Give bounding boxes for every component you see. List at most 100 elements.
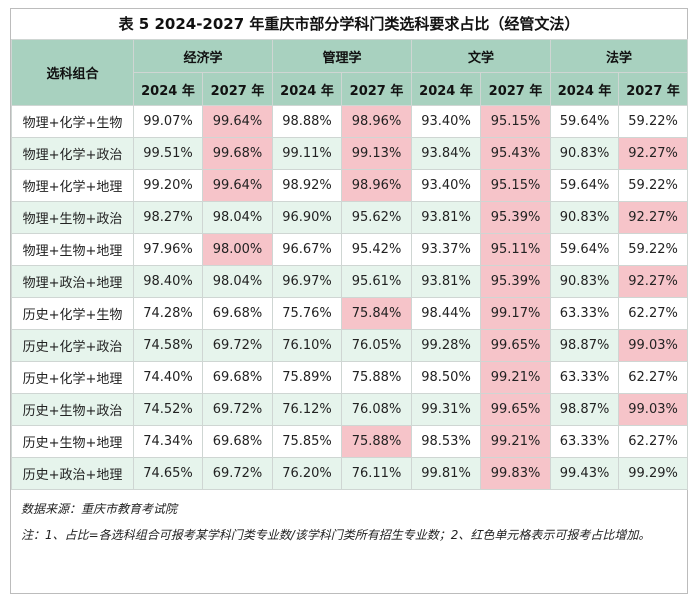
year-header: 2024 年 [550, 72, 620, 106]
value-cell-increased: 98.96% [341, 169, 413, 202]
value-cell: 90.83% [550, 265, 620, 298]
value-cell: 69.68% [201, 425, 274, 458]
value-cell: 99.07% [133, 105, 203, 138]
value-cell: 76.10% [272, 329, 343, 362]
year-header: 2027 年 [480, 72, 552, 106]
combo-cell: 物理+化学+政治 [11, 137, 134, 170]
value-cell: 62.27% [618, 425, 689, 458]
value-cell-increased: 99.65% [480, 329, 552, 362]
value-cell: 62.27% [618, 361, 689, 394]
table-row: 历史+化学+生物 74.28% 69.68% 75.76% 75.84% 98.44% 99… [11, 297, 689, 330]
value-cell: 93.40% [411, 105, 482, 138]
value-cell-increased: 99.65% [480, 393, 552, 426]
value-cell: 98.92% [272, 169, 343, 202]
value-cell-increased: 95.11% [480, 233, 552, 266]
value-cell: 98.44% [411, 297, 482, 330]
table-row: 历史+政治+地理 74.65% 69.72% 76.20% 76.11% 99.81% 99… [11, 457, 689, 490]
footnote: 注：1、占比=各选科组合可报考某学科门类专业数/该学科门类所有招生专业数；2、红… [21, 528, 651, 542]
table-row: 物理+政治+地理 98.40% 98.04% 96.97% 95.61% 93.81% 95… [11, 265, 689, 298]
value-cell: 99.11% [272, 137, 343, 170]
group-header-literature: 文学 [411, 39, 552, 73]
value-cell: 59.22% [618, 233, 689, 266]
combo-column-header: 选科组合 [11, 39, 134, 106]
value-cell: 93.84% [411, 137, 482, 170]
value-cell: 75.85% [272, 425, 343, 458]
value-cell: 74.40% [133, 361, 203, 394]
value-cell-increased: 99.68% [201, 137, 274, 170]
value-cell: 99.81% [411, 457, 482, 490]
value-cell: 99.20% [133, 169, 203, 202]
value-cell-increased: 92.27% [618, 265, 689, 298]
value-cell-increased: 99.13% [341, 137, 413, 170]
value-cell: 59.64% [550, 233, 620, 266]
year-header: 2027 年 [201, 72, 274, 106]
value-cell: 75.89% [272, 361, 343, 394]
group-header-management: 管理学 [272, 39, 413, 73]
year-header: 2024 年 [411, 72, 482, 106]
combo-cell: 物理+生物+政治 [11, 201, 134, 234]
value-cell-increased: 99.03% [618, 329, 689, 362]
value-cell: 63.33% [550, 425, 620, 458]
value-cell: 98.53% [411, 425, 482, 458]
combo-cell: 历史+生物+政治 [11, 393, 134, 426]
data-source-note: 数据来源：重庆市教育考试院 [21, 502, 178, 516]
table-row: 物理+生物+地理 97.96% 98.00% 96.67% 95.42% 93.37% 95… [11, 233, 689, 266]
value-cell: 90.83% [550, 137, 620, 170]
value-cell: 99.43% [550, 457, 620, 490]
value-cell: 93.40% [411, 169, 482, 202]
value-cell-increased: 99.21% [480, 361, 552, 394]
value-cell-increased: 99.03% [618, 393, 689, 426]
value-cell: 75.76% [272, 297, 343, 330]
value-cell: 76.20% [272, 457, 343, 490]
value-cell-increased: 75.84% [341, 297, 413, 330]
value-cell: 98.88% [272, 105, 343, 138]
combo-cell: 物理+生物+地理 [11, 233, 134, 266]
value-cell: 95.61% [341, 265, 413, 298]
value-cell: 98.27% [133, 201, 203, 234]
value-cell-increased: 99.83% [480, 457, 552, 490]
data-table: 选科组合 经济学 管理学 文学 法学 2024 年 2027 年 2024 年 … [11, 39, 689, 490]
value-cell-increased: 75.88% [341, 425, 413, 458]
table-row: 物理+化学+政治 99.51% 99.68% 99.11% 99.13% 93.84% 95… [11, 137, 689, 170]
value-cell: 95.42% [341, 233, 413, 266]
value-cell: 96.67% [272, 233, 343, 266]
value-cell: 59.22% [618, 105, 689, 138]
table-header: 选科组合 经济学 管理学 文学 法学 2024 年 2027 年 2024 年 … [11, 39, 689, 106]
value-cell: 98.50% [411, 361, 482, 394]
value-cell: 93.81% [411, 265, 482, 298]
combo-cell: 历史+化学+生物 [11, 297, 134, 330]
combo-cell: 历史+化学+地理 [11, 361, 134, 394]
table-row: 历史+化学+政治 74.58% 69.72% 76.10% 76.05% 99.28% 99… [11, 329, 689, 362]
year-header: 2027 年 [618, 72, 689, 106]
value-cell: 59.64% [550, 105, 620, 138]
value-cell: 98.04% [201, 201, 274, 234]
combo-cell: 物理+化学+生物 [11, 105, 134, 138]
table-notes: 数据来源：重庆市教育考试院 注：1、占比=各选科组合可报考某学科门类专业数/该学… [11, 490, 687, 548]
value-cell: 95.62% [341, 201, 413, 234]
value-cell-increased: 99.64% [201, 169, 274, 202]
value-cell: 96.90% [272, 201, 343, 234]
table-row: 历史+化学+地理 74.40% 69.68% 75.89% 75.88% 98.50% 99… [11, 361, 689, 394]
value-cell: 69.72% [201, 393, 274, 426]
value-cell-increased: 95.15% [480, 169, 552, 202]
value-cell: 98.40% [133, 265, 203, 298]
value-cell: 96.97% [272, 265, 343, 298]
value-cell-increased: 95.15% [480, 105, 552, 138]
value-cell: 98.87% [550, 393, 620, 426]
value-cell-increased: 95.39% [480, 201, 552, 234]
value-cell: 98.87% [550, 329, 620, 362]
value-cell-increased: 99.21% [480, 425, 552, 458]
value-cell-increased: 95.43% [480, 137, 552, 170]
value-cell-increased: 99.17% [480, 297, 552, 330]
table-body: 物理+化学+生物 99.07% 99.64% 98.88% 98.96% 93.40% 95… [11, 105, 689, 490]
value-cell: 69.68% [201, 297, 274, 330]
value-cell: 99.28% [411, 329, 482, 362]
combo-cell: 历史+生物+地理 [11, 425, 134, 458]
value-cell: 74.34% [133, 425, 203, 458]
combo-cell: 历史+政治+地理 [11, 457, 134, 490]
combo-cell: 历史+化学+政治 [11, 329, 134, 362]
value-cell: 63.33% [550, 297, 620, 330]
value-cell: 74.52% [133, 393, 203, 426]
table-title: 表 5 2024-2027 年重庆市部分学科门类选科要求占比（经管文法） [118, 15, 580, 33]
value-cell: 69.72% [201, 329, 274, 362]
